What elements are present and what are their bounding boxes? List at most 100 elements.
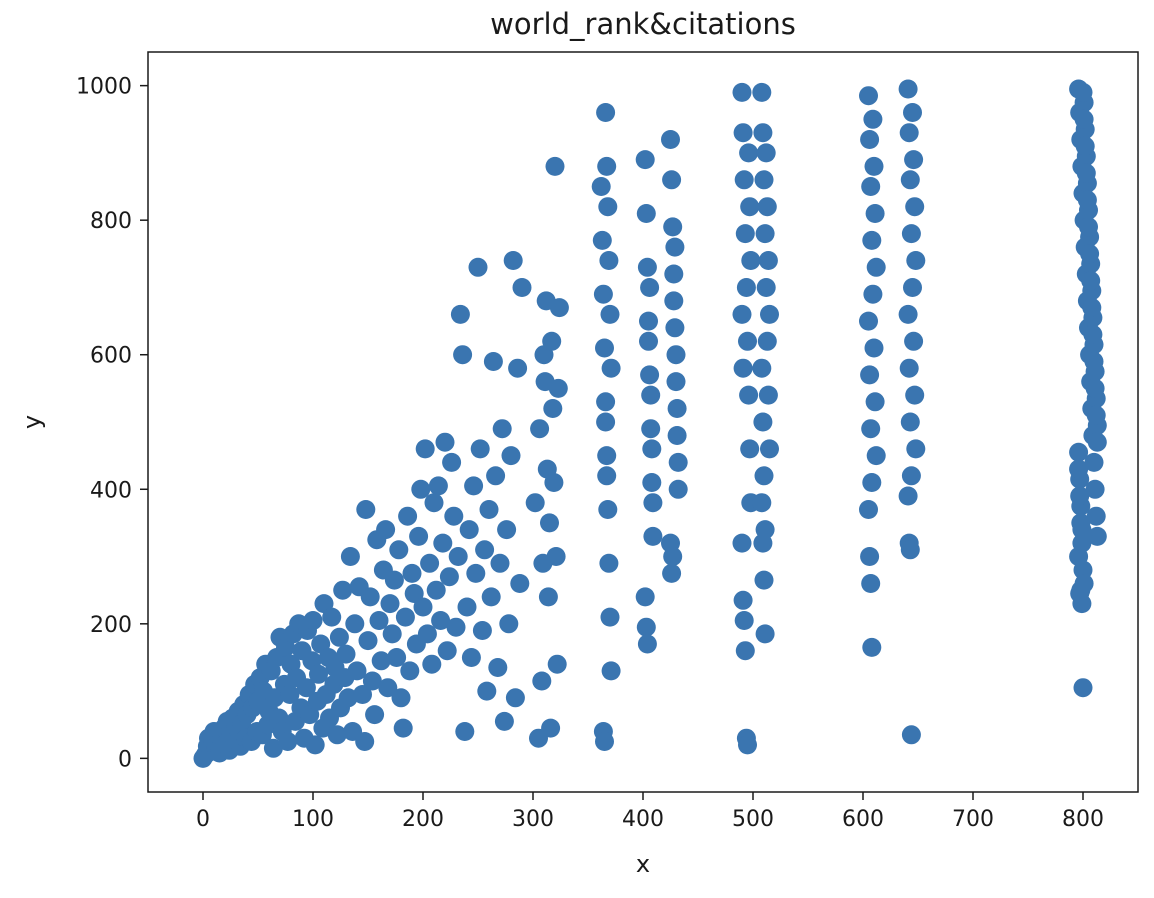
data-point	[538, 587, 558, 607]
data-point	[643, 526, 663, 546]
data-point	[365, 705, 385, 725]
data-point	[738, 331, 757, 351]
data-point	[754, 570, 774, 590]
data-point	[665, 318, 685, 338]
data-point	[666, 372, 686, 392]
data-point	[503, 251, 523, 270]
data-point	[263, 738, 283, 758]
data-point	[735, 641, 755, 661]
data-point	[389, 540, 409, 560]
data-point	[542, 331, 562, 351]
data-point	[758, 385, 778, 405]
data-point	[378, 678, 398, 698]
data-point	[595, 732, 614, 751]
data-point	[395, 607, 415, 627]
data-point	[635, 587, 655, 607]
data-point	[450, 304, 470, 324]
x-tick-label: 200	[402, 807, 444, 832]
data-point	[760, 304, 779, 324]
data-point	[906, 439, 926, 459]
data-point	[899, 123, 919, 143]
data-point	[862, 637, 882, 657]
data-point	[666, 345, 686, 365]
data-point	[596, 103, 616, 122]
data-point	[488, 658, 508, 677]
data-point	[547, 654, 567, 674]
data-point	[446, 617, 466, 637]
data-point	[426, 580, 446, 600]
data-point	[900, 540, 920, 560]
data-point	[641, 419, 661, 439]
data-point	[1087, 526, 1107, 546]
y-tick-label: 1000	[76, 75, 132, 100]
data-point	[635, 150, 655, 170]
data-point	[740, 197, 760, 217]
data-point	[1086, 506, 1106, 526]
data-point	[595, 338, 614, 358]
data-point	[1077, 190, 1097, 210]
data-point	[444, 506, 464, 526]
x-tick-label: 100	[292, 807, 334, 832]
data-point	[380, 594, 400, 614]
data-point	[900, 170, 920, 190]
data-point	[391, 688, 411, 708]
data-point	[540, 513, 559, 533]
data-point	[464, 476, 484, 496]
data-point	[662, 170, 682, 190]
data-point	[758, 251, 778, 270]
data-point	[860, 547, 880, 566]
data-point	[369, 611, 389, 630]
x-tick-label: 800	[1062, 807, 1104, 832]
data-point	[1085, 378, 1105, 398]
data-point	[477, 681, 497, 701]
data-point	[736, 278, 756, 297]
data-point	[662, 563, 682, 583]
x-tick-label: 700	[952, 807, 994, 832]
data-point	[757, 331, 777, 351]
data-point	[356, 500, 376, 519]
data-point	[384, 570, 404, 590]
data-point	[411, 479, 431, 499]
data-point	[1071, 513, 1091, 533]
data-point	[904, 150, 924, 170]
data-point	[483, 352, 503, 371]
data-point	[860, 365, 880, 385]
data-point	[1073, 82, 1093, 102]
data-point	[735, 224, 755, 244]
data-point	[415, 439, 435, 459]
data-point	[861, 574, 881, 593]
data-point	[461, 648, 481, 667]
data-point	[1075, 136, 1095, 156]
data-point	[347, 661, 367, 681]
data-point	[601, 358, 621, 378]
data-point	[904, 331, 924, 351]
data-point	[862, 230, 882, 250]
data-point	[475, 540, 495, 560]
data-point	[393, 718, 413, 738]
data-point	[591, 177, 611, 196]
data-point	[756, 143, 776, 163]
data-point	[757, 197, 777, 217]
data-point	[755, 224, 775, 244]
data-point	[424, 493, 444, 513]
data-point	[510, 574, 530, 593]
data-point	[1076, 163, 1096, 183]
data-point	[1070, 486, 1090, 506]
data-point	[398, 506, 418, 526]
x-axis-label: x	[636, 850, 650, 878]
data-point	[667, 426, 687, 445]
data-point	[428, 476, 448, 496]
data-point	[866, 446, 886, 466]
data-point	[905, 385, 925, 405]
y-tick-label: 600	[90, 344, 132, 369]
data-point	[864, 338, 884, 358]
data-point	[663, 217, 683, 237]
data-point	[733, 590, 753, 610]
data-point	[640, 365, 660, 385]
data-point	[505, 688, 525, 708]
data-point	[752, 493, 772, 513]
data-point	[433, 533, 453, 553]
data-point	[371, 651, 391, 671]
data-point	[499, 614, 519, 634]
data-point	[459, 520, 479, 540]
